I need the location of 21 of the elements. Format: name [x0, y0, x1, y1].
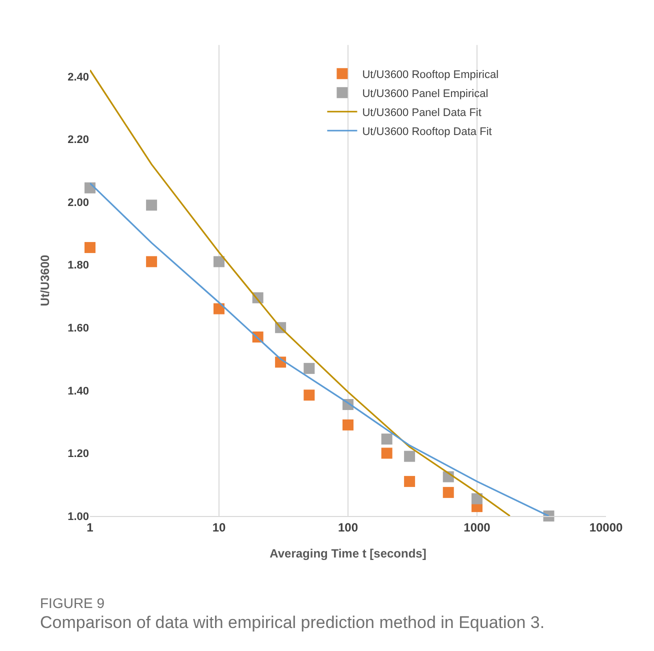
y-axis-title: Ut/U3600 [38, 254, 52, 306]
y-tick-label: 2.00 [68, 196, 89, 209]
x-tick-label: 1000 [464, 520, 491, 534]
y-tick-label: 2.40 [68, 71, 89, 84]
x-tick-label: 1 [86, 520, 94, 534]
y-tick-label: 2.20 [68, 134, 89, 146]
x-tick-label: 10 [212, 520, 226, 534]
legend-label: Ut/U3600 Rooftop Empirical [362, 68, 499, 81]
caption: FIGURE 9 [40, 595, 105, 611]
y-tick-label: 1.00 [68, 510, 89, 523]
x-axis-title: Averaging Time t [seconds] [270, 546, 426, 560]
legend-label: Ut/U3600 Panel Data Fit [362, 106, 482, 119]
text: Comparison of data with empirical prediction method in Equation 3. [40, 613, 545, 632]
legend-label: Ut/U3600 Rooftop Data Fit [362, 126, 492, 138]
y-tick-label: 1.60 [68, 322, 89, 334]
y-tick-label: 1.40 [68, 385, 89, 398]
y-tick-label: 1.20 [68, 448, 89, 460]
x-tick-label: 100 [338, 520, 358, 534]
x-tick-label: 10000 [589, 520, 624, 534]
y-tick-label: 1.80 [68, 260, 89, 272]
legend-label: Ut/U3600 Panel Empirical [362, 88, 488, 100]
